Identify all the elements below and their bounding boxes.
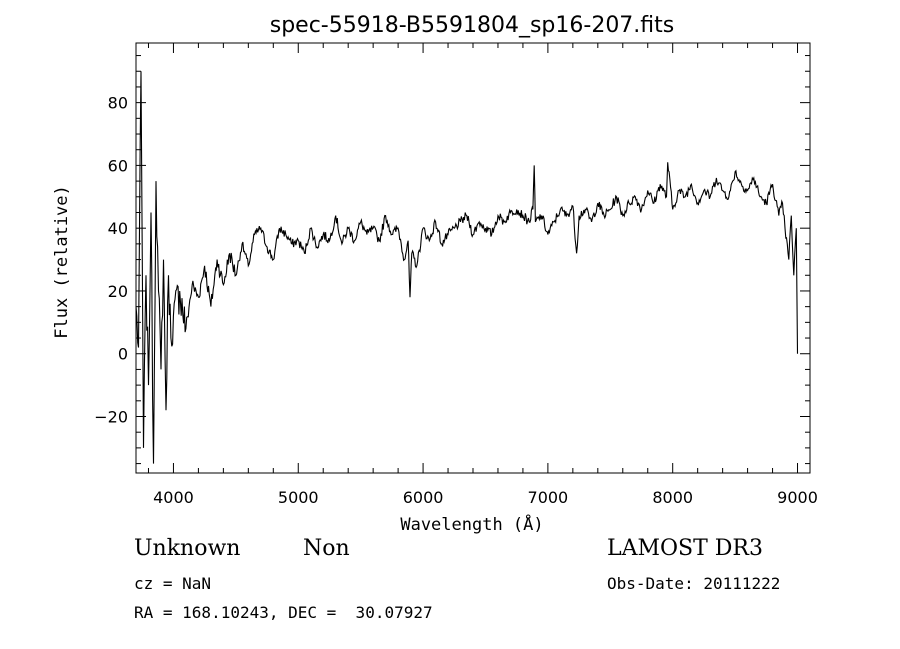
chart-title: spec-55918-B5591804_sp16-207.fits [270,13,675,38]
object-subtype-label: Non [303,536,350,561]
y-tick-label: −20 [94,408,128,427]
redshift-label: cz = NaN [134,574,212,593]
object-type-label: Unknown [134,536,241,561]
x-axis-label: Wavelength (Å) [400,513,543,535]
x-tick-label: 9000 [777,488,818,507]
y-tick-label: 0 [118,345,128,364]
x-tick-label: 5000 [278,488,319,507]
survey-label: LAMOST DR3 [607,536,763,561]
x-tick-label: 6000 [403,488,444,507]
x-tick-label: 8000 [652,488,693,507]
obs-date-label: Obs-Date: 20111222 [607,574,781,593]
x-tick-label: 4000 [153,488,194,507]
x-axis: 4000 5000 6000 7000 8000 9000 [147,43,818,507]
x-tick-label: 7000 [528,488,569,507]
coordinates-label: RA = 168.10243, DEC = 30.07927 [134,603,433,622]
spectrum-series-line [135,71,799,464]
y-tick-label: 80 [108,94,128,113]
y-tick-label: 20 [108,282,128,301]
y-axis-label: Flux (relative) [52,185,72,339]
plot-frame [135,42,811,474]
y-tick-label: 60 [108,156,128,175]
y-tick-label: 40 [108,219,128,238]
y-axis: −20 0 20 40 60 80 [94,55,810,465]
